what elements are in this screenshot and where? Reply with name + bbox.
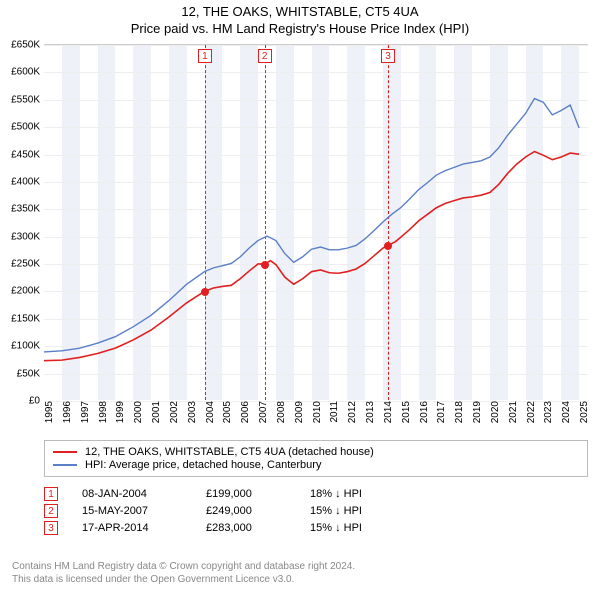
sale-hpi-delta: 15% ↓ HPI <box>310 522 410 534</box>
sale-date: 08-JAN-2004 <box>82 488 182 500</box>
y-axis-tick: £350K <box>0 204 40 215</box>
x-axis-tick: 2020 <box>490 401 497 423</box>
y-axis-tick: £400K <box>0 176 40 187</box>
x-axis-tick: 2013 <box>365 401 372 423</box>
y-axis-tick: £500K <box>0 122 40 133</box>
sale-hpi-delta: 18% ↓ HPI <box>310 488 410 500</box>
y-axis-tick: £550K <box>0 94 40 105</box>
sale-date: 15-MAY-2007 <box>82 505 182 517</box>
x-axis-tick: 2012 <box>347 401 354 423</box>
series-price_paid <box>44 152 579 361</box>
sale-price: £249,000 <box>206 505 286 517</box>
legend-row: HPI: Average price, detached house, Cant… <box>53 459 579 471</box>
sale-index: 3 <box>44 521 58 535</box>
x-axis-tick: 2009 <box>294 401 301 423</box>
x-axis-tick: 1999 <box>115 401 122 423</box>
x-axis-tick: 2023 <box>543 401 550 423</box>
sale-row-3: 3 17-APR-2014 £283,000 15% ↓ HPI <box>44 521 588 535</box>
sale-row-2: 2 15-MAY-2007 £249,000 15% ↓ HPI <box>44 504 588 518</box>
x-axis-tick: 2024 <box>561 401 568 423</box>
y-axis-tick: £250K <box>0 259 40 270</box>
chart-title: 12, THE OAKS, WHITSTABLE, CT5 4UA <box>0 4 600 19</box>
x-axis-tick: 2019 <box>472 401 479 423</box>
x-axis-tick: 2002 <box>169 401 176 423</box>
y-axis-tick: £300K <box>0 231 40 242</box>
y-axis-tick: £50K <box>0 368 40 379</box>
y-axis-tick: £600K <box>0 67 40 78</box>
legend-label: 12, THE OAKS, WHITSTABLE, CT5 4UA (detac… <box>85 446 374 458</box>
footer-line-1: Contains HM Land Registry data © Crown c… <box>12 560 355 573</box>
x-axis-tick: 2016 <box>419 401 426 423</box>
x-axis-tick: 2022 <box>526 401 533 423</box>
sales-table: 1 08-JAN-2004 £199,000 18% ↓ HPI 2 15-MAY-200… <box>44 484 588 538</box>
series-hpi <box>44 99 579 352</box>
x-axis-tick: 2015 <box>401 401 408 423</box>
x-axis-tick: 1995 <box>44 401 51 423</box>
y-axis-tick: £200K <box>0 286 40 297</box>
legend-label: HPI: Average price, detached house, Cant… <box>85 459 321 471</box>
sale-price: £199,000 <box>206 488 286 500</box>
data-attribution: Contains HM Land Registry data © Crown c… <box>12 560 355 586</box>
footer-line-2: This data is licensed under the Open Gov… <box>12 573 355 586</box>
sale-date: 17-APR-2014 <box>82 522 182 534</box>
sale-index: 1 <box>44 487 58 501</box>
x-axis-tick: 2003 <box>187 401 194 423</box>
sale-index: 2 <box>44 504 58 518</box>
legend-swatch <box>53 464 77 466</box>
chart-plot-area: £0£50K£100K£150K£200K£250K£300K£350K£400… <box>44 44 588 400</box>
x-axis-tick: 2025 <box>579 401 586 423</box>
y-axis-tick: £150K <box>0 313 40 324</box>
chart-subtitle: Price paid vs. HM Land Registry's House … <box>0 21 600 36</box>
x-axis-tick: 2017 <box>436 401 443 423</box>
x-axis-tick: 2010 <box>312 401 319 423</box>
x-axis-tick: 2008 <box>276 401 283 423</box>
y-axis-tick: £100K <box>0 341 40 352</box>
x-axis-tick: 2001 <box>151 401 158 423</box>
sale-row-1: 1 08-JAN-2004 £199,000 18% ↓ HPI <box>44 487 588 501</box>
x-axis-tick: 2007 <box>258 401 265 423</box>
sale-price: £283,000 <box>206 522 286 534</box>
x-axis-tick: 2021 <box>508 401 515 423</box>
legend: 12, THE OAKS, WHITSTABLE, CT5 4UA (detac… <box>44 440 588 477</box>
x-axis-tick: 2014 <box>383 401 390 423</box>
x-axis-tick: 2005 <box>222 401 229 423</box>
chart-lines <box>44 45 588 400</box>
x-axis-tick: 2000 <box>133 401 140 423</box>
legend-swatch <box>53 451 77 453</box>
sale-hpi-delta: 15% ↓ HPI <box>310 505 410 517</box>
legend-row: 12, THE OAKS, WHITSTABLE, CT5 4UA (detac… <box>53 446 579 458</box>
y-axis-tick: £450K <box>0 149 40 160</box>
x-axis-tick: 1996 <box>62 401 69 423</box>
x-axis-tick: 2006 <box>240 401 247 423</box>
x-axis-tick: 1998 <box>98 401 105 423</box>
x-axis-tick: 2011 <box>329 401 336 423</box>
x-axis-tick: 2004 <box>205 401 212 423</box>
y-axis-tick: £0 <box>0 396 40 407</box>
x-axis-tick: 1997 <box>80 401 87 423</box>
y-axis-tick: £650K <box>0 40 40 51</box>
x-axis-tick: 2018 <box>454 401 461 423</box>
